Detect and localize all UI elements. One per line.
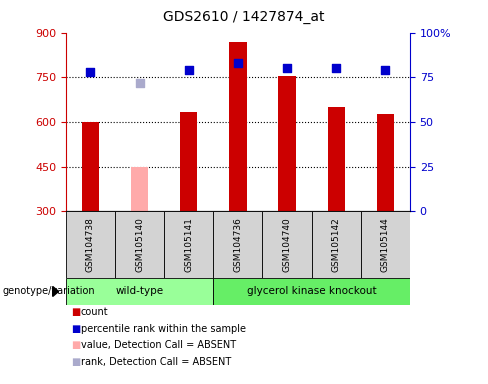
Bar bbox=[115, 211, 164, 278]
Point bbox=[382, 67, 389, 73]
Bar bbox=[279, 76, 296, 211]
Text: value, Detection Call = ABSENT: value, Detection Call = ABSENT bbox=[81, 340, 236, 350]
Point bbox=[234, 60, 242, 66]
Bar bbox=[66, 211, 115, 278]
Text: glycerol kinase knockout: glycerol kinase knockout bbox=[247, 286, 376, 296]
Bar bbox=[377, 114, 394, 211]
Bar bbox=[213, 211, 263, 278]
Text: GSM105142: GSM105142 bbox=[332, 217, 341, 272]
Text: GSM104740: GSM104740 bbox=[283, 217, 291, 272]
Text: GSM104738: GSM104738 bbox=[86, 217, 95, 272]
Bar bbox=[164, 211, 213, 278]
Text: wild-type: wild-type bbox=[116, 286, 163, 296]
Text: ■: ■ bbox=[71, 307, 80, 317]
Text: ■: ■ bbox=[71, 324, 80, 334]
Text: GDS2610 / 1427874_at: GDS2610 / 1427874_at bbox=[163, 10, 325, 23]
Text: GSM105140: GSM105140 bbox=[135, 217, 144, 272]
Bar bbox=[213, 278, 410, 305]
Text: rank, Detection Call = ABSENT: rank, Detection Call = ABSENT bbox=[81, 357, 231, 367]
Bar bbox=[361, 211, 410, 278]
Bar bbox=[327, 107, 345, 211]
Text: GSM105141: GSM105141 bbox=[184, 217, 193, 272]
Text: GSM105144: GSM105144 bbox=[381, 217, 390, 272]
Bar bbox=[312, 211, 361, 278]
Bar bbox=[82, 122, 99, 211]
Polygon shape bbox=[53, 286, 59, 296]
Text: genotype/variation: genotype/variation bbox=[2, 286, 95, 296]
Bar bbox=[229, 41, 246, 211]
Bar bbox=[131, 167, 148, 211]
Text: GSM104736: GSM104736 bbox=[233, 217, 243, 272]
Bar bbox=[180, 111, 197, 211]
Text: ■: ■ bbox=[71, 340, 80, 350]
Bar bbox=[263, 211, 312, 278]
Point bbox=[86, 69, 94, 75]
Point bbox=[283, 65, 291, 71]
Point bbox=[185, 67, 193, 73]
Text: percentile rank within the sample: percentile rank within the sample bbox=[81, 324, 245, 334]
Text: ■: ■ bbox=[71, 357, 80, 367]
Text: count: count bbox=[81, 307, 108, 317]
Point bbox=[332, 65, 340, 71]
Point bbox=[136, 79, 143, 86]
Bar bbox=[66, 278, 213, 305]
